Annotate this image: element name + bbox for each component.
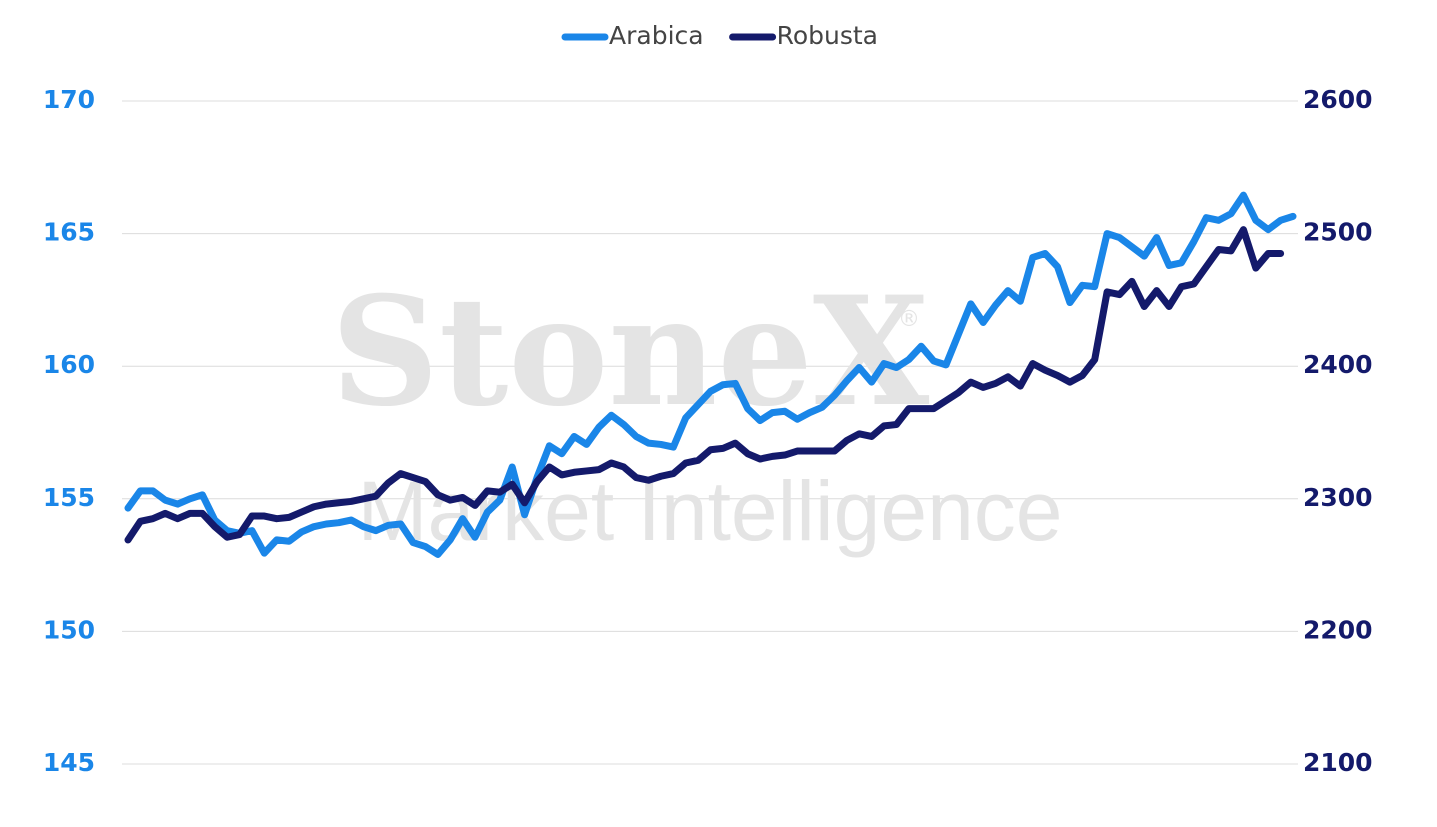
series-line bbox=[124, 191, 1297, 558]
legend-label: Robusta bbox=[777, 21, 878, 50]
grid bbox=[122, 100, 1298, 765]
y2-tick-label: 2300 bbox=[1303, 483, 1373, 512]
y2-tick-label: 2200 bbox=[1303, 615, 1373, 644]
y-tick-label: 160 bbox=[43, 350, 95, 379]
y-tick-label: 170 bbox=[43, 85, 95, 114]
y-tick-label: 145 bbox=[43, 748, 95, 777]
legend-label: Arabica bbox=[609, 21, 704, 50]
watermark: StoneX ® Market Intelligence bbox=[331, 264, 1063, 558]
y-tick-label: 150 bbox=[43, 615, 95, 644]
y2-tick-label: 2400 bbox=[1303, 350, 1373, 379]
y-tick-label: 155 bbox=[43, 483, 95, 512]
y-tick-label: 165 bbox=[43, 218, 95, 247]
legend: Arabica Robusta bbox=[561, 21, 878, 50]
watermark-brand: StoneX bbox=[331, 264, 930, 440]
y2-tick-label: 2500 bbox=[1303, 218, 1373, 247]
watermark-sub: Market Intelligence bbox=[357, 464, 1062, 558]
watermark-mark: ® bbox=[898, 307, 920, 332]
y2-tick-label: 2600 bbox=[1303, 85, 1373, 114]
series-line bbox=[124, 226, 1285, 544]
y2-tick-label: 2100 bbox=[1303, 748, 1373, 777]
